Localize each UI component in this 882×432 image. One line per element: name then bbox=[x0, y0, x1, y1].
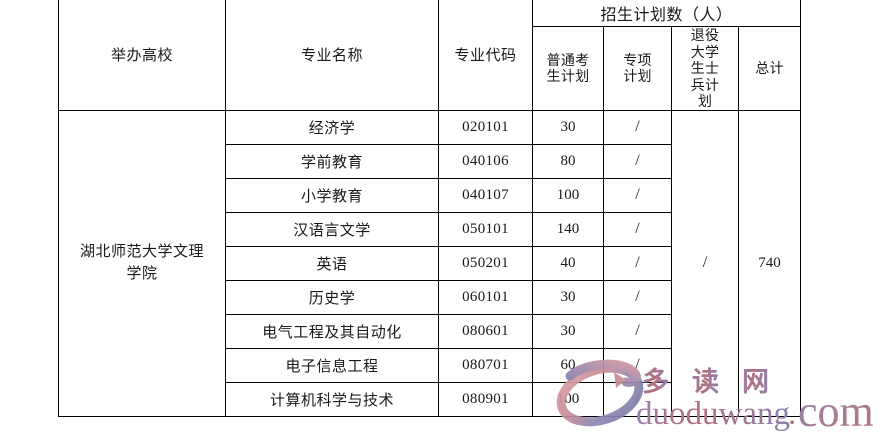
header-common-plan-line2: 生计划 bbox=[546, 68, 590, 85]
header-common-plan-line1: 普通考 bbox=[546, 51, 590, 68]
cell-major-code: 080901 bbox=[438, 381, 533, 417]
table-row: 湖北师范大学文理 学院 经济学 020101 30//740 bbox=[58, 109, 802, 417]
header-cell-university: 举办高校 bbox=[58, 0, 226, 111]
cell-major-code: 040106 bbox=[438, 143, 533, 179]
cell-major-code: 060101 bbox=[438, 279, 533, 315]
cell-special-plan: / bbox=[603, 177, 672, 213]
cell-major-name: 计算机科学与技术 bbox=[225, 381, 439, 417]
table-row: 英语 050201 40/ bbox=[59, 245, 801, 281]
cell-major-code: 080601 bbox=[438, 313, 533, 349]
cell-major-name: 英语 bbox=[225, 245, 439, 281]
cell-special-plan: / bbox=[603, 313, 672, 349]
header-row-group: 举办高校 专业名称 专业代码 招生计划数（人） bbox=[58, 0, 802, 111]
cell-common-plan: 80 bbox=[532, 143, 604, 179]
header-cell-common-plan: 普通考 生计划 bbox=[532, 26, 604, 111]
cell-special-plan: / bbox=[603, 109, 672, 145]
cell-major-name: 学前教育 bbox=[225, 143, 439, 179]
university-name-line1: 湖北师范大学文理 bbox=[79, 242, 204, 260]
header-row-sub: 普通考 生计划 专项 计划 退役 大学 生士 兵计 划 总计 bbox=[59, 26, 802, 111]
cell-major-code: 050201 bbox=[438, 245, 533, 281]
header-veteran-plan-line2: 大学 bbox=[690, 43, 720, 60]
cell-special-plan: / bbox=[603, 347, 672, 383]
cell-common-plan: 40 bbox=[532, 245, 604, 281]
enrollment-plan-table: 举办高校 专业名称 专业代码 招生计划数（人） 普通考 生计划 专项 计划 bbox=[58, 0, 802, 417]
cell-total: 740 bbox=[737, 109, 802, 417]
cell-major-name: 经济学 bbox=[225, 109, 439, 145]
cell-special-plan: / bbox=[603, 381, 672, 417]
cell-common-plan: 30 bbox=[532, 279, 604, 315]
cell-major-code: 020101 bbox=[438, 109, 533, 145]
cell-major-name: 电气工程及其自动化 bbox=[225, 313, 439, 349]
header-special-plan-line1: 专项 bbox=[623, 51, 652, 68]
cell-common-plan: 30 bbox=[532, 109, 604, 145]
cell-university-name: 湖北师范大学文理 学院 bbox=[58, 109, 226, 417]
table-row: 电气工程及其自动化 080601 30/ bbox=[59, 313, 801, 349]
cell-veteran-plan: / bbox=[671, 109, 739, 417]
header-cell-total: 总计 bbox=[737, 26, 802, 111]
table-body: 湖北师范大学文理 学院 经济学 020101 30//740 学前教育 040106 80/小… bbox=[58, 109, 802, 417]
table-row: 小学教育 040107 100/ bbox=[59, 177, 801, 213]
header-cell-veteran-plan: 退役 大学 生士 兵计 划 bbox=[671, 26, 739, 111]
header-cell-major-code: 专业代码 bbox=[438, 0, 533, 111]
cell-common-plan: 60 bbox=[532, 347, 604, 383]
header-veteran-plan-line5: 划 bbox=[697, 93, 713, 110]
cell-common-plan: 100 bbox=[532, 177, 604, 213]
cell-major-code: 050101 bbox=[438, 211, 533, 247]
cell-special-plan: / bbox=[603, 245, 672, 281]
cell-common-plan: 30 bbox=[532, 313, 604, 349]
table-header: 举办高校 专业名称 专业代码 招生计划数（人） 普通考 生计划 专项 计划 bbox=[58, 0, 802, 111]
header-veteran-plan-line3: 生士 bbox=[690, 60, 720, 77]
header-cell-major-name: 专业名称 bbox=[225, 0, 439, 111]
cell-common-plan: 100 bbox=[532, 381, 604, 417]
header-special-plan-line2: 计划 bbox=[623, 68, 652, 85]
enrollment-plan-table-container: 举办高校 专业名称 专业代码 招生计划数（人） 普通考 生计划 专项 计划 bbox=[58, 0, 802, 417]
cell-major-name: 历史学 bbox=[225, 279, 439, 315]
cell-major-name: 小学教育 bbox=[225, 177, 439, 213]
header-veteran-plan-line4: 兵计 bbox=[690, 76, 720, 93]
cell-special-plan: / bbox=[603, 143, 672, 179]
cell-special-plan: / bbox=[603, 279, 672, 315]
cell-major-code: 080701 bbox=[438, 347, 533, 383]
cell-major-name: 电子信息工程 bbox=[225, 347, 439, 383]
watermark-url-tld: com bbox=[798, 387, 874, 432]
cell-major-code: 040107 bbox=[438, 177, 533, 213]
cell-common-plan: 140 bbox=[532, 211, 604, 247]
university-name-line2: 学院 bbox=[126, 265, 158, 283]
header-cell-enrollment-plan-group: 招生计划数（人） bbox=[531, 0, 802, 27]
header-cell-special-plan: 专项 计划 bbox=[603, 26, 672, 111]
table-row: 汉语言文学 050101 140/ bbox=[59, 211, 801, 247]
header-veteran-plan-line1: 退役 bbox=[690, 27, 720, 43]
cell-special-plan: / bbox=[603, 211, 672, 247]
cell-major-name: 汉语言文学 bbox=[225, 211, 439, 247]
